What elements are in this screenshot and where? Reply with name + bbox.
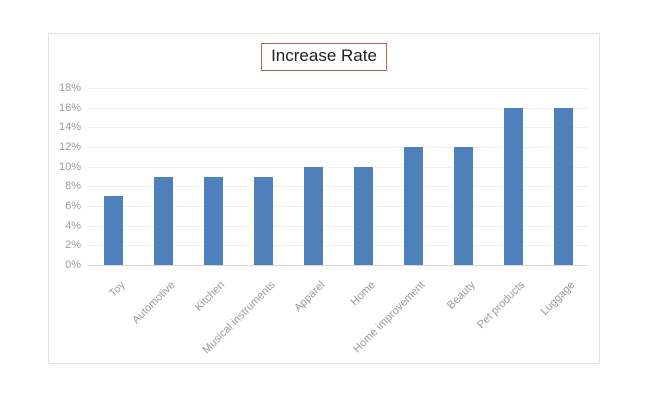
y-axis-tick-label: 0% — [65, 259, 81, 271]
y-axis-tick-label: 4% — [65, 219, 81, 232]
y-gridline — [88, 107, 588, 109]
bar-home-improvement — [403, 147, 423, 265]
bar-musical-instruments — [253, 176, 273, 265]
x-axis-category-label: Luggage — [538, 279, 578, 318]
y-gridline — [88, 127, 588, 129]
y-gridline — [88, 225, 588, 227]
y-gridline — [88, 245, 588, 247]
y-axis-tick-label: 16% — [58, 101, 81, 114]
y-axis-tick-label: 14% — [58, 121, 81, 134]
y-gridline — [88, 88, 588, 89]
y-axis-tick-label: 18% — [58, 82, 81, 94]
bar-automotive — [153, 176, 173, 265]
bar-apparel — [303, 166, 323, 265]
bar-toy — [103, 196, 123, 265]
bar-beauty — [453, 147, 473, 265]
y-gridline — [88, 186, 588, 188]
y-axis-tick-label: 6% — [65, 200, 81, 212]
y-axis-tick-label: 2% — [65, 239, 81, 252]
bar-luggage — [553, 107, 573, 265]
chart-title: Increase Rate — [261, 43, 387, 71]
bar-kitchen — [203, 176, 223, 265]
y-gridline — [88, 206, 588, 207]
x-axis-line — [88, 265, 588, 266]
bar-pet-products — [503, 107, 523, 265]
bar-home — [353, 166, 373, 265]
y-axis-tick-label: 12% — [58, 141, 81, 153]
y-gridline — [88, 166, 588, 168]
y-gridline — [88, 147, 588, 148]
y-axis-tick-label: 8% — [65, 180, 81, 193]
y-axis-tick-label: 10% — [58, 160, 81, 173]
chart-area: Increase Rate 0% 2% 4% 6% 8% 10% 12% 14% 16% 18% T… — [48, 33, 600, 364]
